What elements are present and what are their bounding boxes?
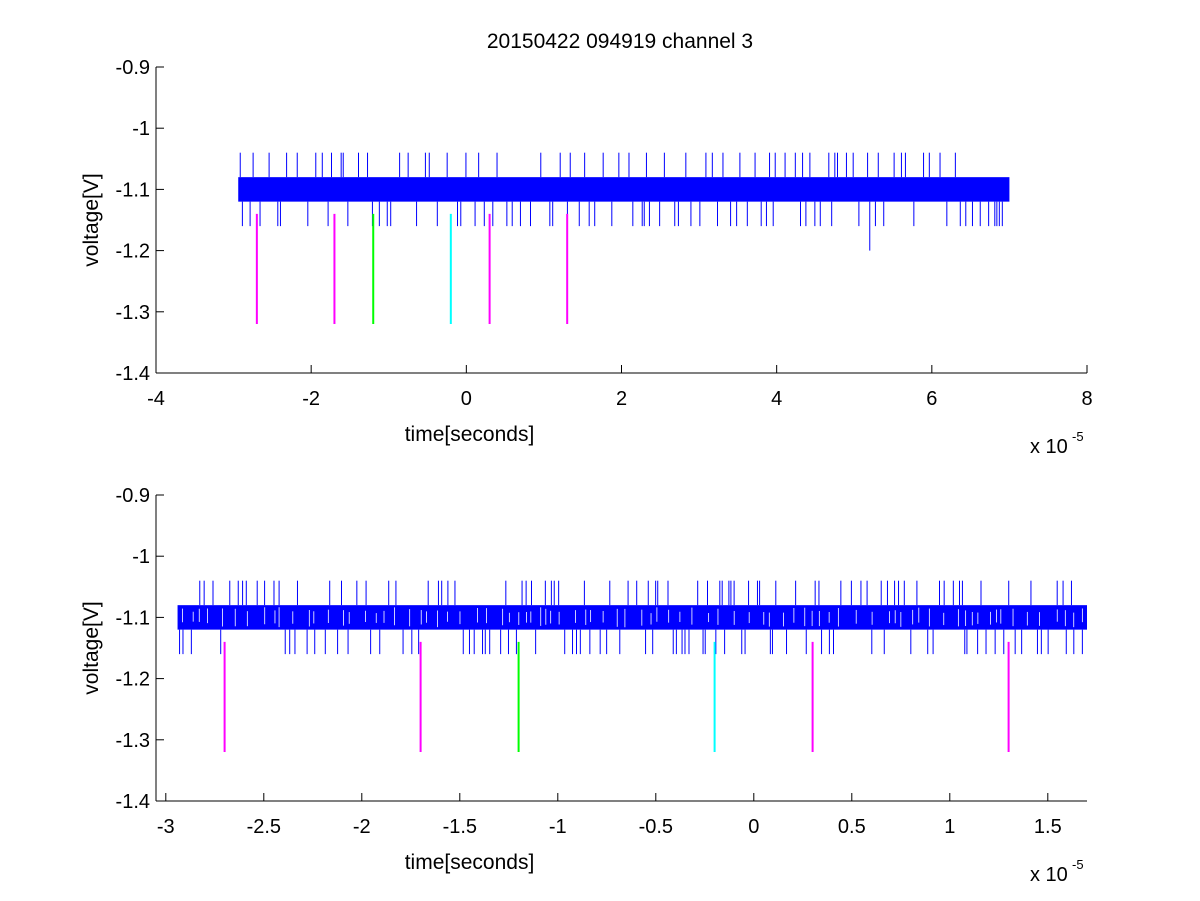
x-tick-label: -3 bbox=[157, 816, 175, 838]
x-exponent-label: x 10 bbox=[1030, 436, 1068, 458]
x-tick-label: -2 bbox=[353, 816, 371, 838]
x-tick-label: -2 bbox=[302, 388, 320, 410]
y-tick-label: -1.2 bbox=[116, 241, 150, 263]
x-exponent-power: -5 bbox=[1072, 429, 1084, 444]
x-tick-label: -1 bbox=[549, 816, 567, 838]
x-tick-label: 0.5 bbox=[838, 816, 866, 838]
x-tick-label: 6 bbox=[926, 388, 937, 410]
top-panel: -0.9 -1 -1.1 -1.2 -1.3 -1.4 -4 -2 0 2 4 6 8 time[seco… bbox=[80, 57, 1093, 458]
y-tick-label: -1.1 bbox=[116, 607, 150, 629]
y-tick-label: -1 bbox=[132, 546, 150, 568]
y-tick-label: -0.9 bbox=[116, 485, 150, 507]
x-tick-label: -4 bbox=[147, 388, 165, 410]
x-tick-label: 4 bbox=[771, 388, 782, 410]
y-tick-label: -1.2 bbox=[116, 669, 150, 691]
x-tick-label: -1.5 bbox=[443, 816, 477, 838]
signal-band bbox=[238, 177, 1010, 202]
y-tick-label: -1.3 bbox=[116, 302, 150, 324]
x-axis-label: time[seconds] bbox=[405, 423, 535, 446]
x-exponent-power: -5 bbox=[1072, 857, 1084, 872]
x-tick-label: 8 bbox=[1081, 388, 1092, 410]
x-exponent-label: x 10 bbox=[1030, 864, 1068, 886]
x-axis-label: time[seconds] bbox=[405, 851, 535, 874]
y-axis-label: voltage[V] bbox=[80, 173, 103, 266]
signal-band bbox=[177, 605, 1087, 630]
y-axis-label: voltage[V] bbox=[80, 601, 103, 694]
figure-title: 20150422 094919 channel 3 bbox=[487, 30, 753, 53]
x-tick-label: 1.5 bbox=[1034, 816, 1062, 838]
x-tick-label: 1 bbox=[944, 816, 955, 838]
y-tick-label: -1 bbox=[132, 118, 150, 140]
signal-trace bbox=[238, 152, 1010, 251]
x-tick-label: 0 bbox=[461, 388, 472, 410]
bottom-panel: -0.9 -1 -1.1 -1.2 -1.3 -1.4 -3 -2.5 -2 -1.5 -1 -0.5… bbox=[80, 485, 1087, 886]
signal-trace bbox=[177, 580, 1087, 655]
x-tick-label: -2.5 bbox=[247, 816, 281, 838]
y-tick-label: -0.9 bbox=[116, 57, 150, 79]
y-tick-label: -1.3 bbox=[116, 730, 150, 752]
x-tick-label: 2 bbox=[616, 388, 627, 410]
y-tick-label: -1.4 bbox=[116, 791, 150, 813]
x-tick-label: -0.5 bbox=[639, 816, 673, 838]
y-tick-label: -1.4 bbox=[116, 363, 150, 385]
x-tick-label: 0 bbox=[748, 816, 759, 838]
y-tick-label: -1.1 bbox=[116, 179, 150, 201]
